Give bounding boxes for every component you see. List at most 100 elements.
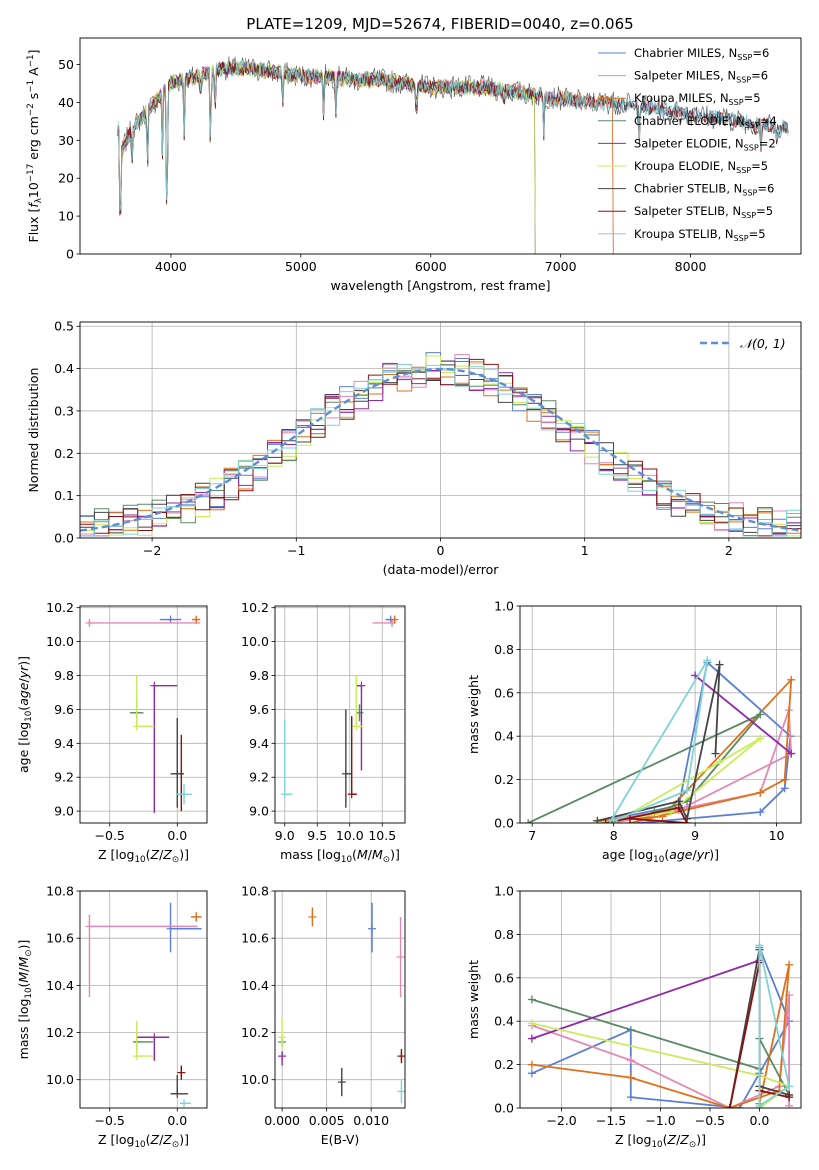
y-tick-label: 10.4 — [241, 978, 269, 993]
series-marker-kroupa_elodie — [715, 758, 724, 767]
y-axis-label: mass weight — [466, 960, 481, 1039]
axes-frame — [519, 605, 802, 824]
x-tick-label: 0.0 — [167, 1113, 187, 1128]
legend-entry: Salpeter MILES, NSSP=6 — [634, 69, 768, 85]
axes-frame — [79, 321, 802, 539]
legend-entry: Chabrier STELIB, NSSP=6 — [634, 182, 774, 198]
y-tick-label: 20 — [58, 171, 74, 186]
y-tick-label: 1.0 — [494, 599, 514, 614]
x-axis-label: age [log10(age/yr)] — [602, 847, 719, 865]
series-marker-salpeter_stelib — [601, 819, 610, 823]
series-marker-salpeter_elodie — [527, 1034, 536, 1043]
series-marker-chabrier_stelib — [593, 816, 602, 823]
panel-mass_weight_vs_age: 7 8 9 10 0.0 0.2 0.4 0.6 0.8 1.0 age [log10(age/yr… — [466, 599, 802, 865]
x-tick-label: 10.5 — [368, 828, 396, 843]
axes-frame — [79, 37, 802, 255]
y-tick-label: 0.4 — [494, 729, 514, 744]
grid-lines — [80, 606, 207, 823]
grid-lines — [275, 890, 405, 1108]
x-tick-label: 8 — [610, 828, 618, 843]
series-line-kroupa_stelib — [758, 945, 791, 1108]
y-tick-label: 0.8 — [494, 927, 514, 942]
x-tick-label: −0.5 — [695, 1113, 725, 1128]
series-marker-salpeter_stelib — [725, 1104, 734, 1108]
errorbar-point-chabrier_miles — [166, 902, 202, 953]
y-tick-label: 10.6 — [241, 931, 269, 946]
errorbar-point-kroupa_elodie — [278, 1018, 287, 1050]
series-marker-chabrier_elodie — [756, 710, 765, 719]
y-tick-label: 40 — [58, 95, 74, 110]
panel-spectrum: 4000 5000 6000 7000 8000 0 10 20 30 40 50 wavelengt… — [26, 37, 802, 293]
errorbar-point-kroupa_miles — [390, 615, 399, 624]
x-tick-label: −1.5 — [596, 1113, 626, 1128]
x-axis-label: mass [log10(M/M⊙)] — [280, 847, 400, 865]
y-tick-label: 0.4 — [494, 1014, 514, 1029]
errorbar-point-kroupa_elodie — [132, 1020, 153, 1061]
x-tick-label: 9.5 — [307, 828, 327, 843]
x-tick-label: 0 — [437, 543, 445, 558]
x-axis-label: Z [log10(Z/Z⊙)] — [615, 1132, 706, 1150]
plot-area — [117, 56, 789, 254]
errorbar-point-kroupa_stelib — [397, 1079, 405, 1104]
x-tick-label: 0.0 — [167, 828, 187, 843]
series-marker-chabrier_stelib — [711, 749, 720, 758]
errorbar-point-chabrier_elodie — [132, 1032, 153, 1052]
errorbar-point-salpeter_elodie — [150, 681, 178, 813]
x-tick-label: −2 — [143, 543, 161, 558]
errorbar-point-salpeter_miles — [85, 618, 201, 627]
series-marker-kroupa_stelib — [609, 816, 618, 823]
gaussian-curve — [80, 367, 801, 532]
errorbar-point-salpeter_elodie — [136, 1033, 170, 1061]
series-marker-chabrier_miles — [780, 784, 789, 793]
y-tick-label: 10.2 — [46, 600, 74, 615]
y-tick-label: 9.4 — [249, 736, 269, 751]
panel-age_vs_metallicity: −0.5 0.0 9.0 9.2 9.4 9.6 9.8 10.0 10.2 Z [log10(Z… — [16, 600, 208, 865]
plot-area — [85, 902, 202, 1108]
series-marker-kroupa_stelib — [785, 1082, 794, 1091]
spectrum-line-kroupa_miles — [117, 60, 614, 254]
y-tick-label: 0.1 — [54, 488, 74, 503]
y-tick-label: 10.0 — [241, 1072, 269, 1087]
y-tick-label: 9.0 — [249, 804, 269, 819]
axes-frame — [274, 605, 406, 824]
series-marker-kroupa_elodie — [527, 1019, 536, 1028]
plot-area — [524, 656, 796, 823]
series-marker-kroupa_stelib — [703, 656, 712, 665]
grid-lines — [275, 606, 405, 823]
series-line-kroupa_stelib — [608, 659, 709, 823]
y-tick-label: 10.0 — [46, 634, 74, 649]
x-tick-label: 4000 — [155, 259, 187, 274]
series-marker-kroupa_miles — [780, 775, 789, 784]
errorbar-point-kroupa_stelib — [280, 719, 293, 799]
legend: 𝒩(0, 1) — [700, 336, 786, 351]
series-marker-salpeter_elodie — [787, 749, 796, 758]
x-axis-label: Z [log10(Z/Z⊙)] — [98, 847, 189, 865]
series-marker-kroupa_miles — [626, 1073, 635, 1082]
x-axis-label: wavelength [Angstrom, rest frame] — [330, 278, 550, 293]
axes-frame — [79, 605, 208, 824]
series-marker-salpeter_miles — [626, 1056, 635, 1065]
y-tick-label: 0.2 — [494, 772, 514, 787]
y-tick-label: 10.2 — [46, 1025, 74, 1040]
series-marker-salpeter_stelib — [674, 803, 683, 812]
plot-area — [280, 615, 399, 808]
x-tick-label: 0.0 — [749, 1113, 769, 1128]
y-tick-label: 9.2 — [249, 770, 269, 785]
errorbar-point-kroupa_miles — [308, 907, 317, 927]
y-tick-label: 0.2 — [54, 446, 74, 461]
x-tick-label: 1 — [581, 543, 589, 558]
errorbar-point-kroupa_miles — [190, 912, 202, 922]
errorbar-point-salpeter_stelib — [347, 716, 357, 799]
series-marker-kroupa_stelib — [755, 1101, 764, 1108]
series-line-kroupa_miles — [597, 677, 793, 823]
spectrum-line-salpeter_miles — [117, 61, 614, 254]
legend-entry: 𝒩(0, 1) — [740, 336, 786, 351]
histogram-kroupa_stelib — [80, 364, 801, 537]
series-marker-salpeter_stelib — [682, 819, 691, 823]
y-tick-label: 9.6 — [54, 702, 74, 717]
y-tick-label: 10.0 — [241, 634, 269, 649]
x-axis-label: E(B-V) — [321, 1132, 360, 1147]
errorbar-point-chabrier_miles — [159, 615, 182, 624]
x-tick-label: 5000 — [285, 259, 317, 274]
